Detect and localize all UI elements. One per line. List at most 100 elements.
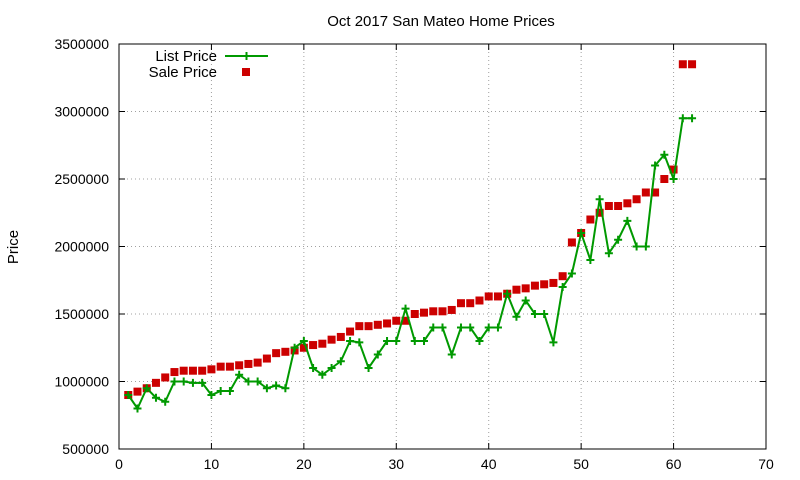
list-price-point <box>438 323 447 332</box>
legend-marker-sale-price <box>242 68 250 76</box>
list-price-point <box>632 242 641 251</box>
sale-price-point <box>383 319 392 328</box>
x-tick-label: 20 <box>296 456 312 472</box>
list-price-point <box>678 114 687 123</box>
y-tick-label: 2000000 <box>54 239 109 255</box>
list-price-point <box>540 310 549 318</box>
list-price-point <box>586 256 595 264</box>
list-price-point <box>410 337 419 345</box>
list-price-point <box>124 391 133 399</box>
sale-price-point <box>364 322 373 331</box>
sale-price-point <box>466 299 475 308</box>
list-price-point <box>346 337 355 345</box>
sale-price-point <box>133 387 142 396</box>
y-tick-label: 500000 <box>62 441 109 457</box>
list-price-point <box>262 384 271 393</box>
series-layer <box>124 60 697 413</box>
list-price-point <box>133 404 142 413</box>
list-price-point <box>198 378 207 387</box>
list-price-point <box>318 370 327 379</box>
sale-price-point <box>493 292 502 301</box>
sale-price-point <box>429 307 438 316</box>
sale-price-point <box>688 60 697 69</box>
sale-price-point <box>235 361 244 370</box>
list-price-point <box>383 337 392 345</box>
sale-price-point <box>614 202 623 210</box>
legend-marker-list-price <box>242 52 251 60</box>
list-price-point <box>225 386 234 395</box>
y-tick-label: 3000000 <box>54 104 109 120</box>
sale-price-point <box>475 296 484 305</box>
sale-price-point <box>567 238 576 247</box>
x-tick-label: 0 <box>115 456 123 472</box>
sale-price-point <box>456 299 465 308</box>
list-price-point <box>503 289 512 298</box>
list-price-point <box>364 364 373 372</box>
sale-price-point <box>484 292 493 301</box>
list-price-point <box>281 384 290 393</box>
list-price-point <box>688 114 697 123</box>
list-price-point <box>355 338 364 347</box>
sale-price-point <box>595 208 604 217</box>
sale-price-point <box>216 362 225 371</box>
sale-price-point <box>586 215 595 224</box>
list-price-point <box>207 391 216 399</box>
list-price-point <box>577 229 586 237</box>
list-price-point <box>216 386 225 395</box>
list-price-point <box>188 378 197 387</box>
sale-price-point <box>198 366 207 375</box>
x-tick-label: 40 <box>481 456 497 472</box>
legend-label-list-price: List Price <box>155 48 217 65</box>
legend-label-sale-price: Sale Price <box>149 64 217 81</box>
sale-price-point <box>641 188 650 197</box>
list-price-point <box>272 381 281 390</box>
list-price-point <box>290 343 299 352</box>
list-price-point <box>299 337 308 345</box>
list-price-point <box>244 377 253 386</box>
list-price-point <box>373 350 382 359</box>
tick-marks <box>118 43 767 450</box>
list-price-point <box>327 364 336 372</box>
sale-price-point <box>447 305 456 314</box>
x-tick-label: 60 <box>666 456 682 472</box>
list-price-point <box>429 323 438 332</box>
sale-price-point <box>660 175 669 183</box>
y-tick-label: 3500000 <box>54 36 109 52</box>
sale-price-point <box>438 307 447 316</box>
list-price-point <box>142 384 151 393</box>
x-tick-label: 70 <box>758 456 774 472</box>
list-price-point <box>567 269 576 278</box>
sale-price-point <box>540 280 549 289</box>
list-price-point <box>641 242 650 251</box>
list-price-point <box>447 350 456 359</box>
list-price-point <box>604 249 613 258</box>
sale-price-point <box>355 322 364 331</box>
list-price-point <box>475 337 484 345</box>
list-price-point <box>392 337 401 345</box>
list-price-point <box>614 235 623 244</box>
sale-price-point <box>151 378 160 387</box>
chart-title: Oct 2017 San Mateo Home Prices <box>327 13 555 30</box>
list-price-point <box>235 370 244 379</box>
y-tick-label: 2500000 <box>54 171 109 187</box>
list-price-point <box>521 296 530 305</box>
sale-price-point <box>530 281 539 290</box>
sale-price-point <box>373 320 382 329</box>
list-price-point <box>651 161 660 170</box>
sale-price-point <box>262 354 271 363</box>
sale-price-point <box>299 343 308 352</box>
y-tick-label: 1500000 <box>54 306 109 322</box>
sale-price-point <box>318 339 327 348</box>
list-price-point <box>179 377 188 386</box>
list-price-point <box>161 397 170 406</box>
list-price-point <box>336 357 345 366</box>
list-price-point <box>309 364 318 372</box>
sale-price-point <box>207 365 216 374</box>
sale-price-point <box>604 202 613 210</box>
list-price-point <box>484 323 493 332</box>
sale-price-point <box>346 327 355 336</box>
list-price-point <box>595 195 604 204</box>
